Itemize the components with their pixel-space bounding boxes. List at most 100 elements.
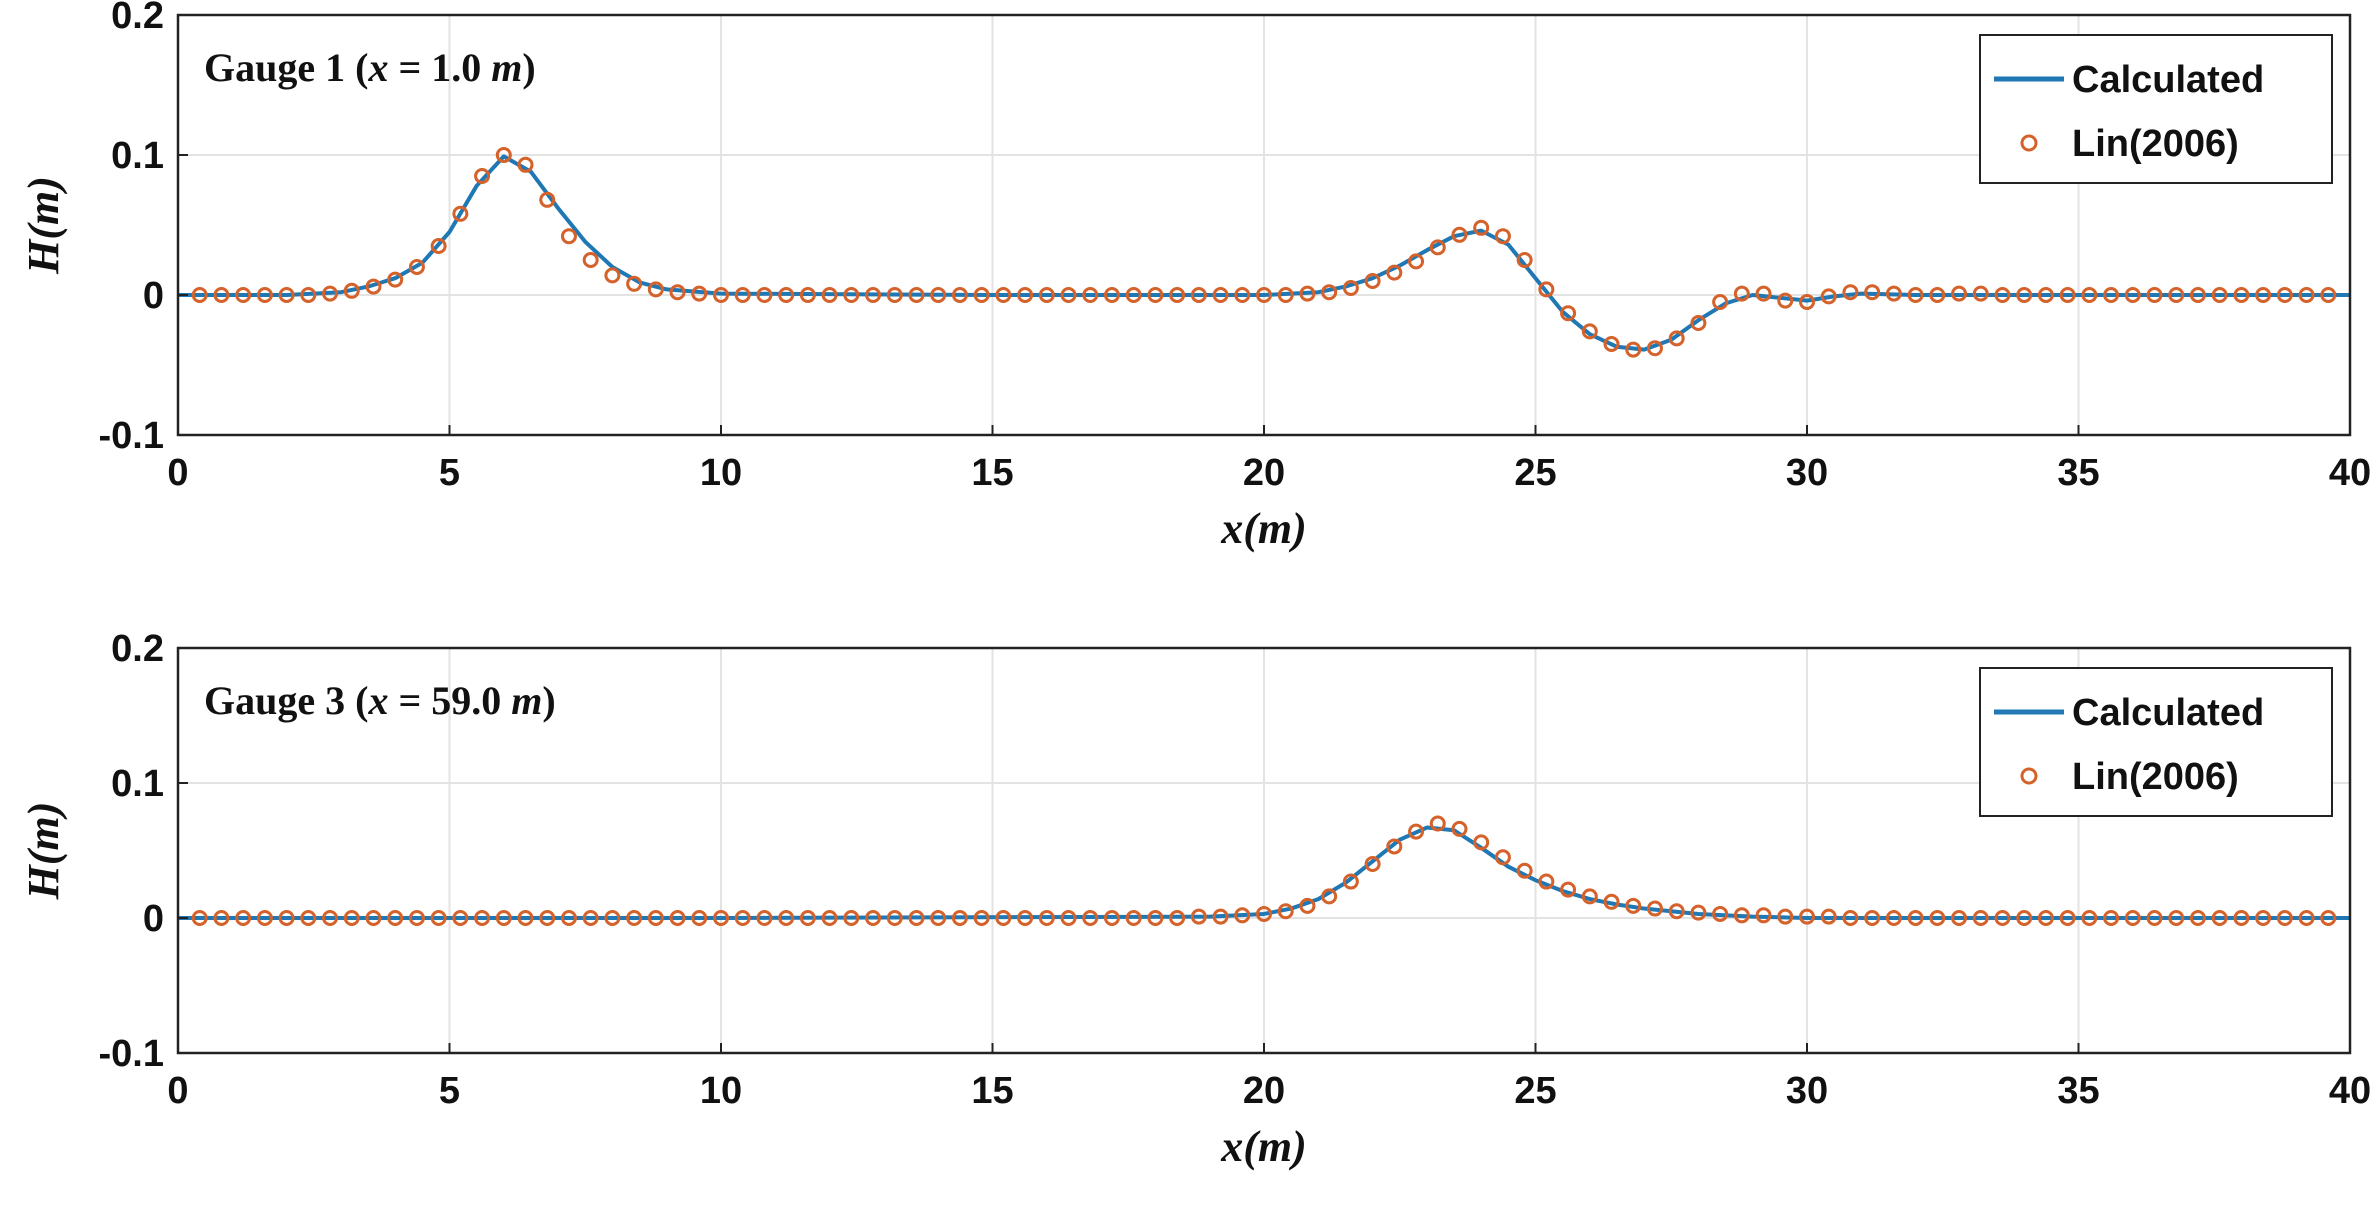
data-point-lin-2006 xyxy=(1429,239,1446,256)
data-point-lin-2006 xyxy=(1473,219,1490,236)
y-tick-label: 0 xyxy=(143,898,164,940)
data-point-lin-2006 xyxy=(1147,910,1164,926)
data-point-lin-2006 xyxy=(2124,910,2141,926)
data-point-lin-2006 xyxy=(2103,910,2120,926)
data-point-lin-2006 xyxy=(2211,287,2228,303)
data-point-lin-2006 xyxy=(1082,287,1099,303)
data-point-lin-2006 xyxy=(191,910,208,926)
data-point-lin-2006 xyxy=(1017,910,1034,926)
data-point-lin-2006 xyxy=(539,910,556,926)
data-point-lin-2006 xyxy=(1408,253,1425,270)
data-point-lin-2006 xyxy=(430,238,447,254)
annotation-suffix: ) xyxy=(522,45,535,90)
annotation-eq: = 59.0 xyxy=(388,678,511,723)
y-axis-label: H(m) xyxy=(19,176,68,275)
data-point-lin-2006 xyxy=(756,910,773,926)
data-point-lin-2006 xyxy=(2298,910,2315,926)
data-point-lin-2006 xyxy=(1560,881,1577,898)
legend-label-lin2006: Lin(2006) xyxy=(2072,756,2239,798)
x-tick-label: 20 xyxy=(1243,1070,1285,1112)
data-point-lin-2006 xyxy=(1929,910,1946,926)
data-point-lin-2006 xyxy=(1907,910,1924,926)
data-point-lin-2006 xyxy=(1190,287,1207,303)
data-point-lin-2006 xyxy=(1929,287,1946,303)
data-point-lin-2006 xyxy=(799,287,816,303)
data-point-lin-2006 xyxy=(2298,287,2315,303)
data-point-lin-2006 xyxy=(1234,287,1251,303)
data-point-lin-2006 xyxy=(930,287,947,303)
data-point-lin-2006 xyxy=(1060,910,1077,926)
data-point-lin-2006 xyxy=(1321,888,1338,905)
data-point-lin-2006 xyxy=(973,287,990,303)
x-tick-label: 25 xyxy=(1514,452,1556,494)
data-point-lin-2006 xyxy=(2189,910,2206,926)
x-tick-label: 30 xyxy=(1786,452,1828,494)
data-point-lin-2006 xyxy=(300,287,317,303)
data-point-lin-2006 xyxy=(1103,287,1120,303)
x-axis-label: x(m) xyxy=(1220,1122,1307,1171)
data-point-lin-2006 xyxy=(626,275,643,292)
data-point-lin-2006 xyxy=(1668,330,1685,347)
data-point-lin-2006 xyxy=(278,910,295,926)
data-point-lin-2006 xyxy=(843,910,860,926)
plot-area xyxy=(176,646,2352,1055)
data-point-lin-2006 xyxy=(322,910,339,926)
legend-label-lin2006: Lin(2006) xyxy=(2072,123,2239,165)
gauge-annotation: Gauge 1 (x = 1.0 m) xyxy=(204,45,536,90)
data-point-lin-2006 xyxy=(2320,910,2337,926)
data-point-lin-2006 xyxy=(1972,285,1989,302)
data-point-lin-2006 xyxy=(1299,897,1316,914)
y-ticks: -0.1 0 0.1 0.2 xyxy=(99,0,188,457)
data-point-lin-2006 xyxy=(1538,873,1555,890)
data-point-lin-2006 xyxy=(2233,287,2250,303)
chart-panel-1: 0 5 10 15 20 25 30 35 40 -0.100.10.2 x(m) H(m) G… xyxy=(19,0,2371,553)
data-point-lin-2006 xyxy=(1017,287,1034,303)
data-point-lin-2006 xyxy=(1864,910,1881,926)
data-point-lin-2006 xyxy=(343,910,360,926)
data-point-lin-2006 xyxy=(2189,287,2206,303)
data-point-lin-2006 xyxy=(1234,907,1251,924)
data-point-lin-2006 xyxy=(1581,323,1598,340)
data-point-lin-2006 xyxy=(1364,856,1381,872)
plot-area xyxy=(176,13,2352,437)
data-point-lin-2006 xyxy=(1169,287,1186,303)
x-tick-label: 35 xyxy=(2057,1070,2099,1112)
data-point-lin-2006 xyxy=(1799,908,1815,925)
data-point-lin-2006 xyxy=(2255,287,2272,303)
data-point-lin-2006 xyxy=(560,910,577,926)
x-tick-label: 10 xyxy=(700,452,742,494)
data-point-lin-2006 xyxy=(1451,820,1468,837)
data-point-lin-2006 xyxy=(2016,910,2033,926)
data-point-lin-2006 xyxy=(1386,264,1403,281)
x-tick-label: 0 xyxy=(167,1070,188,1112)
data-point-lin-2006 xyxy=(474,910,491,926)
data-point-lin-2006 xyxy=(908,910,925,926)
data-point-lin-2006 xyxy=(1907,287,1924,303)
data-point-lin-2006 xyxy=(1494,849,1511,866)
data-point-lin-2006 xyxy=(821,910,838,926)
data-point-lin-2006 xyxy=(1429,815,1446,832)
data-point-lin-2006 xyxy=(865,910,882,926)
data-point-lin-2006 xyxy=(1342,280,1359,296)
data-point-lin-2006 xyxy=(256,910,273,926)
data-point-lin-2006 xyxy=(2016,287,2033,303)
data-point-lin-2006 xyxy=(1842,910,1859,926)
data-point-lin-2006 xyxy=(1777,292,1794,309)
data-point-lin-2006 xyxy=(1147,287,1164,303)
x-tick-label: 15 xyxy=(971,1070,1013,1112)
data-point-lin-2006 xyxy=(474,168,491,184)
data-point-lin-2006 xyxy=(582,252,599,268)
series-line-calculated xyxy=(178,154,2350,352)
data-point-lin-2006 xyxy=(408,259,425,275)
data-point-lin-2006 xyxy=(691,910,708,926)
data-point-lin-2006 xyxy=(2059,910,2076,926)
y-tick-label: 0 xyxy=(143,275,164,317)
data-point-lin-2006 xyxy=(1494,228,1511,245)
x-tick-label: 40 xyxy=(2329,452,2371,494)
x-tick-label: 35 xyxy=(2057,452,2099,494)
data-point-lin-2006 xyxy=(213,910,230,926)
legend-box xyxy=(1979,667,2333,817)
data-point-lin-2006 xyxy=(2146,910,2163,926)
data-point-lin-2006 xyxy=(778,287,795,303)
data-point-lin-2006 xyxy=(821,287,838,303)
